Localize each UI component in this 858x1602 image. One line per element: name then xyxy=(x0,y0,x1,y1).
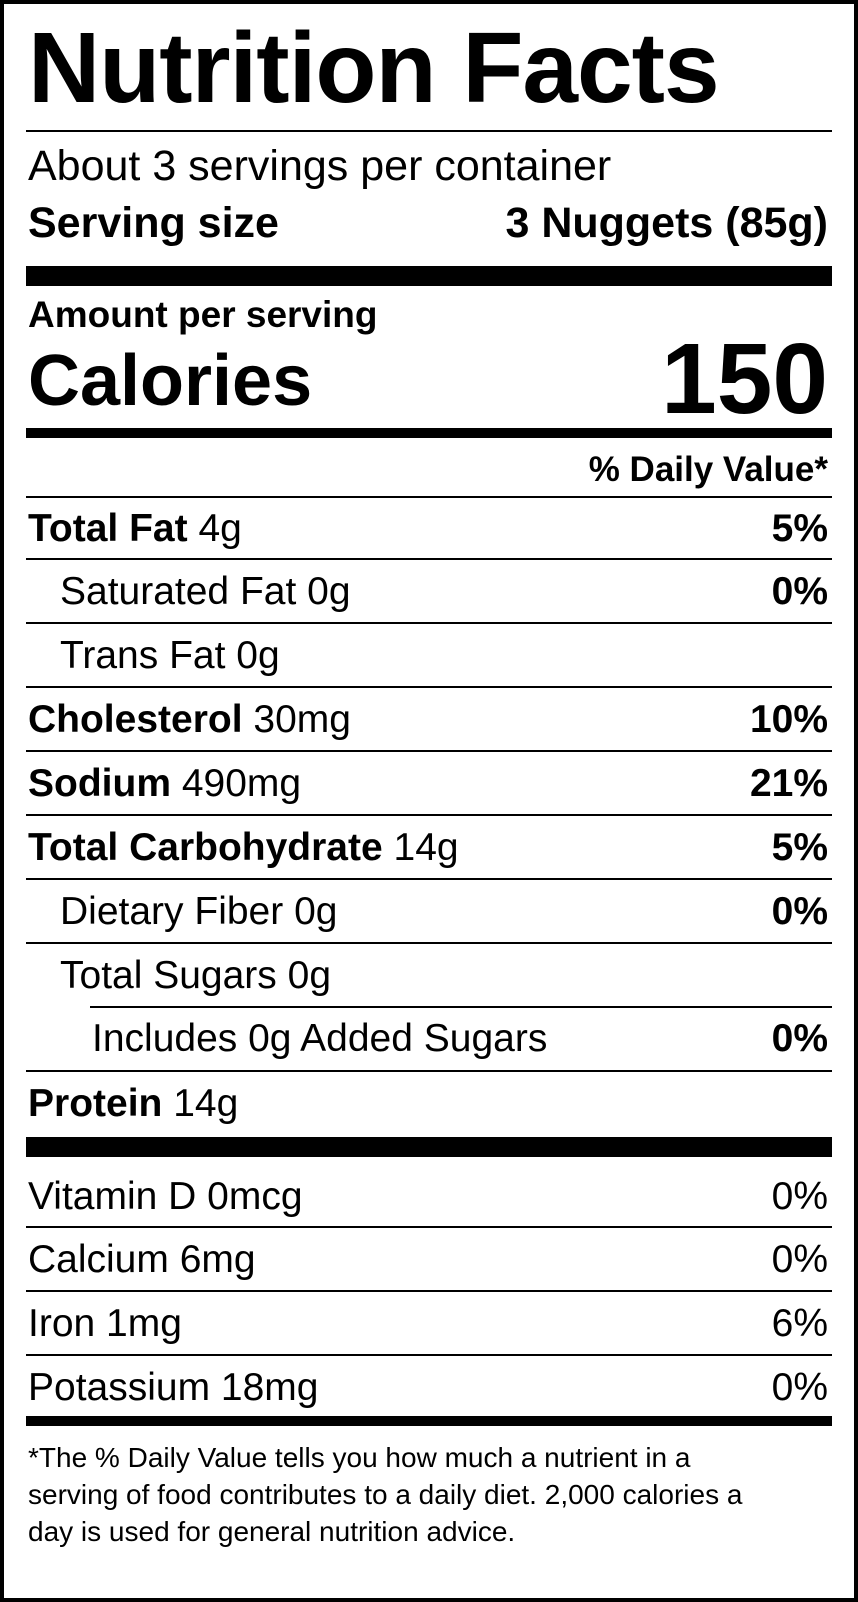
nutrient-dv: 0% xyxy=(771,1017,828,1060)
nutrient-row-added-sugars: Includes 0g Added Sugars xyxy=(92,1019,547,1058)
divider-thin xyxy=(26,1226,832,1228)
nutrient-name: Dietary Fiber xyxy=(60,890,284,933)
vitamin-row-iron: Iron 1mg xyxy=(28,1302,182,1345)
nutrient-row-dietary-fiber: Dietary Fiber 0g xyxy=(60,892,337,931)
divider-thick xyxy=(26,266,832,286)
nutrient-amount: 14g xyxy=(173,1082,239,1125)
nutrient-name: Total Sugars xyxy=(60,954,277,997)
nutrient-name: Protein xyxy=(28,1082,163,1125)
divider-medium xyxy=(26,1416,832,1426)
nutrient-amount: 0g xyxy=(287,954,332,997)
serving-size-label: Serving size xyxy=(28,199,279,247)
nutrient-amount: 0g xyxy=(294,890,338,933)
nutrient-row-trans-fat: Trans Fat 0g xyxy=(60,636,280,675)
servings-per-container: About 3 servings per container xyxy=(28,142,612,190)
divider-thin xyxy=(26,496,832,498)
calories-value: 150 xyxy=(661,323,828,435)
divider-medium xyxy=(26,428,832,438)
calories-label: Calories xyxy=(28,341,313,421)
nutrient-dv: 5% xyxy=(771,826,828,869)
nutrient-amount: 490mg xyxy=(181,762,302,805)
divider-thin xyxy=(26,750,832,752)
label-title: Nutrition Facts xyxy=(28,12,720,124)
vitamin-dv: 0% xyxy=(771,1238,828,1281)
footnote-line: day is used for general nutrition advice… xyxy=(28,1516,516,1547)
nutrient-dv: 0% xyxy=(771,890,828,933)
nutrient-name: Cholesterol xyxy=(28,698,243,741)
nutrient-dv: 10% xyxy=(749,698,828,741)
nutrient-row-sodium: Sodium 490mg xyxy=(28,764,301,803)
nutrient-row-total-sugars: Total Sugars 0g xyxy=(60,956,331,995)
divider-thin xyxy=(26,942,832,944)
nutrient-row-total-carbohydrate: Total Carbohydrate 14g xyxy=(28,828,459,867)
nutrient-name: Total Fat xyxy=(28,507,188,550)
daily-value-header: % Daily Value* xyxy=(588,450,828,489)
nutrient-name: Sodium xyxy=(28,762,171,805)
vitamin-row-potassium: Potassium 18mg xyxy=(28,1366,319,1409)
nutrient-row-protein: Protein 14g xyxy=(28,1084,238,1123)
footnote-line: serving of food contributes to a daily d… xyxy=(28,1479,743,1510)
divider-thin xyxy=(26,1070,832,1072)
nutrient-amount: 30mg xyxy=(253,698,351,741)
divider-thin xyxy=(26,686,832,688)
vitamin-row-vitamin-d: Vitamin D 0mcg xyxy=(28,1175,303,1218)
divider-thin xyxy=(26,558,832,560)
divider-thin xyxy=(26,130,832,132)
nutrient-row-total-fat: Total Fat 4g xyxy=(28,509,242,548)
divider-thick xyxy=(26,1137,832,1157)
divider-thin xyxy=(26,814,832,816)
nutrient-name: Includes 0g Added Sugars xyxy=(92,1017,548,1060)
footnote-line: *The % Daily Value tells you how much a … xyxy=(28,1442,691,1473)
nutrient-amount: 0g xyxy=(236,634,280,677)
divider-thin xyxy=(26,878,832,880)
divider-thin-indented xyxy=(90,1006,832,1008)
divider-thin xyxy=(26,1290,832,1292)
nutrient-name: Total Carbohydrate xyxy=(28,826,383,869)
nutrient-dv: 21% xyxy=(749,762,828,805)
amount-per-serving: Amount per serving xyxy=(28,294,378,335)
serving-size-value: 3 Nuggets (85g) xyxy=(505,199,828,247)
vitamin-dv: 0% xyxy=(771,1175,828,1218)
nutrient-dv: 5% xyxy=(771,507,828,550)
vitamin-row-calcium: Calcium 6mg xyxy=(28,1238,256,1281)
nutrient-amount: 14g xyxy=(393,826,459,869)
nutrient-row-cholesterol: Cholesterol 30mg xyxy=(28,700,351,739)
nutrient-row-saturated-fat: Saturated Fat 0g xyxy=(60,572,351,611)
divider-thin xyxy=(26,1354,832,1356)
nutrient-amount: 4g xyxy=(198,507,242,550)
divider-thin xyxy=(26,622,832,624)
vitamin-dv: 0% xyxy=(771,1366,828,1409)
nutrient-amount: 0g xyxy=(307,570,351,613)
nutrient-name: Saturated Fat xyxy=(60,570,297,613)
vitamin-dv: 6% xyxy=(771,1302,828,1345)
nutrient-name: Trans Fat xyxy=(60,634,226,677)
nutrient-dv: 0% xyxy=(771,570,828,613)
